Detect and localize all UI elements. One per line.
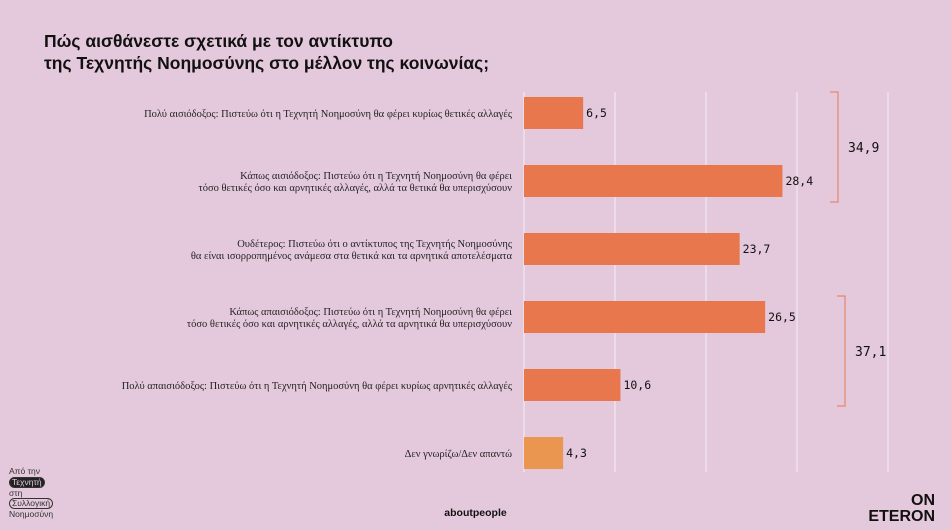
tagline-pill-1: Τεχνητή [9, 476, 45, 488]
bar [524, 369, 621, 401]
category-label: Δεν γνωρίζω/Δεν απαντώ [405, 449, 512, 460]
category-labels: Πολύ αισιόδοξος: Πιστεύω ότι η Τεχνητή Ν… [122, 109, 513, 460]
on-eteron-logo-line2: ETERON [868, 508, 935, 525]
category-label: θα είναι ισορροπημένος ανάμεσα στα θετικ… [191, 251, 513, 262]
value-label: 23,7 [743, 242, 771, 256]
category-label: Κάπως αισιόδοξος: Πιστεύω ότι η Τεχνητή … [240, 171, 512, 182]
value-label: 26,5 [768, 310, 796, 324]
footer-tagline: Από την Τεχνητή στη Συλλογική Νοημοσύνη [9, 466, 54, 520]
value-label: 4,3 [566, 446, 587, 460]
aboutpeople-logo: aboutpeople [444, 507, 507, 519]
category-label: Κάπως απαισιόδοξος: Πιστεύω ότι η Τεχνητ… [229, 307, 512, 318]
bar [524, 437, 564, 469]
value-label: 6,5 [586, 106, 607, 120]
bar [524, 233, 740, 265]
bar [524, 165, 783, 197]
category-label: Ουδέτερος: Πιστεύω ότι ο αντίκτυπος της … [237, 239, 513, 250]
group-bracket [830, 91, 839, 203]
tagline-pill-2: Συλλογική [9, 498, 54, 509]
group-brackets: 34,9 37,1 [830, 91, 886, 407]
tagline-line3: στη [9, 487, 23, 498]
category-label: Πολύ απαισιόδοξος: Πιστεύω ότι η Τεχνητή… [122, 381, 513, 392]
tagline-line5: Νοημοσύνη [9, 509, 54, 519]
tagline-line1: Από την [9, 466, 40, 476]
value-label: 10,6 [623, 378, 651, 392]
chart-title-line2: της Τεχνητής Νοημοσύνης στο μέλλον της κ… [44, 53, 490, 73]
category-label: τόσο θετικές όσο και αρνητικές αλλαγές, … [198, 183, 512, 194]
category-label: τόσο θετικές όσο και αρνητικές αλλαγές, … [187, 319, 512, 330]
bar [524, 97, 584, 129]
category-label: Πολύ αισιόδοξος: Πιστεύω ότι η Τεχνητή Ν… [144, 109, 513, 120]
group-bracket [837, 295, 846, 407]
bar [524, 301, 766, 333]
on-eteron-logo: ON ETERON [868, 493, 935, 525]
bars [524, 97, 783, 469]
chart-title: Πώς αισθάνεστε σχετικά με τον αντίκτυπο … [44, 30, 489, 74]
chart-title-line1: Πώς αισθάνεστε σχετικά με τον αντίκτυπο [44, 31, 394, 51]
value-labels: 6,5 28,4 23,7 26,5 10,6 4,3 [566, 106, 813, 460]
group-total-label: 37,1 [855, 345, 886, 360]
on-eteron-logo-line1: ON [911, 492, 935, 509]
group-total-label: 34,9 [848, 141, 879, 156]
grid-lines [523, 92, 889, 472]
value-label: 28,4 [785, 174, 813, 188]
